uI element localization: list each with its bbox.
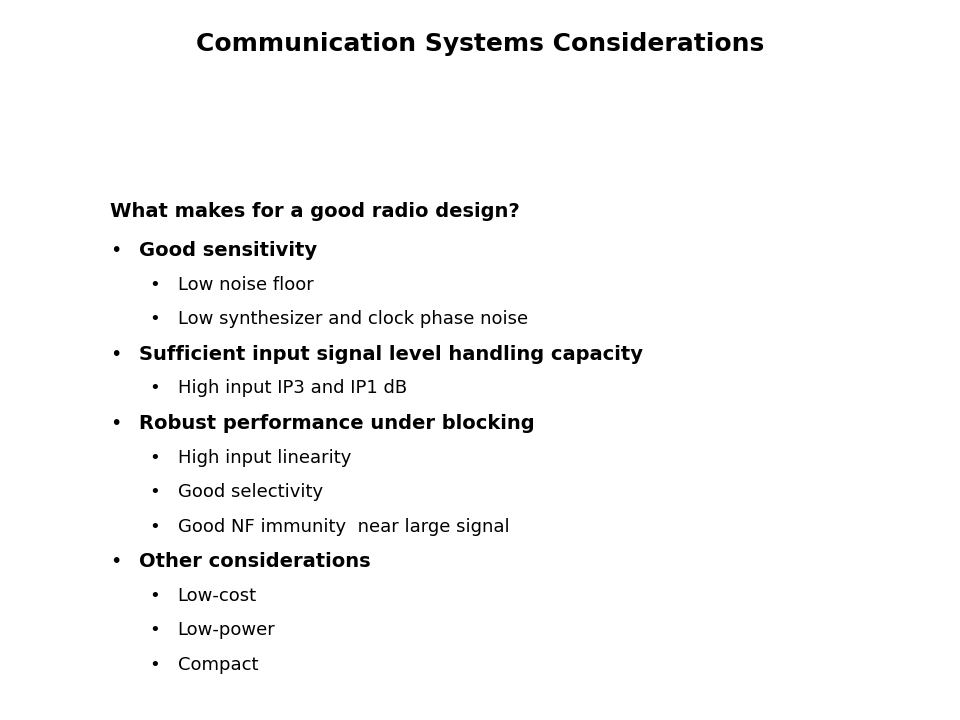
- Text: •: •: [149, 276, 159, 294]
- Text: •: •: [149, 587, 159, 605]
- Text: •: •: [149, 621, 159, 639]
- Text: Low-cost: Low-cost: [178, 587, 256, 605]
- Text: Robust performance under blocking: Robust performance under blocking: [139, 414, 535, 433]
- Text: Sufficient input signal level handling capacity: Sufficient input signal level handling c…: [139, 345, 643, 364]
- Text: •: •: [110, 241, 122, 260]
- Text: •: •: [149, 449, 159, 467]
- Text: Good sensitivity: Good sensitivity: [139, 241, 318, 260]
- Text: Low noise floor: Low noise floor: [178, 276, 313, 294]
- Text: Compact: Compact: [178, 656, 258, 674]
- Text: •: •: [149, 483, 159, 501]
- Text: Other considerations: Other considerations: [139, 552, 371, 571]
- Text: Low synthesizer and clock phase noise: Low synthesizer and clock phase noise: [178, 310, 528, 328]
- Text: •: •: [149, 518, 159, 536]
- Text: •: •: [110, 414, 122, 433]
- Text: What makes for a good radio design?: What makes for a good radio design?: [110, 202, 520, 220]
- Text: High input IP3 and IP1 dB: High input IP3 and IP1 dB: [178, 379, 407, 397]
- Text: Good selectivity: Good selectivity: [178, 483, 323, 501]
- Text: Good NF immunity  near large signal: Good NF immunity near large signal: [178, 518, 509, 536]
- Text: •: •: [110, 552, 122, 571]
- Text: •: •: [149, 656, 159, 674]
- Text: •: •: [110, 345, 122, 364]
- Text: High input linearity: High input linearity: [178, 449, 351, 467]
- Text: Low-power: Low-power: [178, 621, 276, 639]
- Text: Communication Systems Considerations: Communication Systems Considerations: [196, 32, 764, 56]
- Text: •: •: [149, 379, 159, 397]
- Text: •: •: [149, 310, 159, 328]
